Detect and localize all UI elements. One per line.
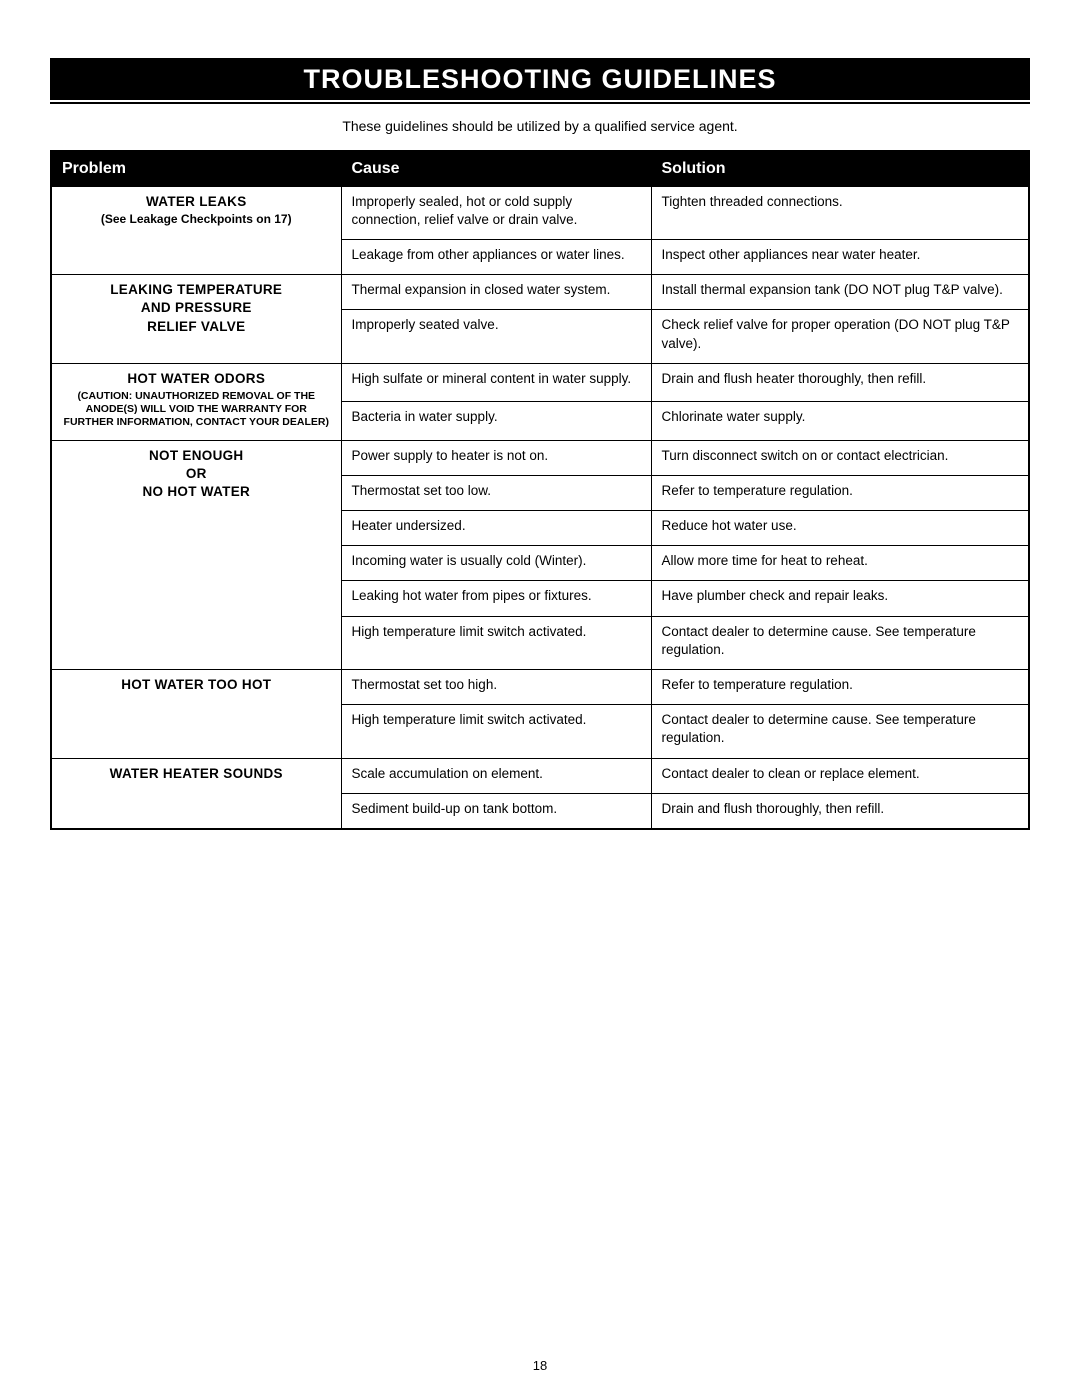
solution-cell: Drain and flush heater thoroughly, then …: [651, 363, 1029, 401]
page-title: TROUBLESHOOTING GUIDELINES: [303, 64, 776, 95]
cause-cell: Improperly seated valve.: [341, 310, 651, 363]
table-row: HOT WATER ODORS (CAUTION: UNAUTHORIZED R…: [51, 363, 1029, 401]
problem-cell: WATER HEATER SOUNDS: [51, 758, 341, 829]
solution-cell: Refer to temperature regulation.: [651, 475, 1029, 510]
col-header-cause: Cause: [341, 151, 651, 186]
solution-cell: Chlorinate water supply.: [651, 402, 1029, 440]
cause-cell: High temperature limit switch activated.: [341, 705, 651, 758]
table-row: WATER HEATER SOUNDS Scale accumulation o…: [51, 758, 1029, 793]
table-row: LEAKING TEMPERATUREAND PRESSURERELIEF VA…: [51, 275, 1029, 310]
table-row: NOT ENOUGHORNO HOT WATER Power supply to…: [51, 440, 1029, 475]
page-subtitle: These guidelines should be utilized by a…: [50, 118, 1030, 134]
problem-subtitle: (See Leakage Checkpoints on 17): [62, 211, 331, 227]
cause-cell: High sulfate or mineral content in water…: [341, 363, 651, 401]
solution-cell: Check relief valve for proper operation …: [651, 310, 1029, 363]
problem-cell: HOT WATER ODORS (CAUTION: UNAUTHORIZED R…: [51, 363, 341, 440]
problem-title: HOT WATER ODORS: [127, 371, 265, 386]
cause-cell: Bacteria in water supply.: [341, 402, 651, 440]
page: TROUBLESHOOTING GUIDELINES These guideli…: [0, 0, 1080, 1397]
cause-cell: Power supply to heater is not on.: [341, 440, 651, 475]
solution-cell: Drain and flush thoroughly, then refill.: [651, 793, 1029, 829]
cause-cell: Leaking hot water from pipes or fixtures…: [341, 581, 651, 616]
col-header-solution: Solution: [651, 151, 1029, 186]
problem-cell: HOT WATER TOO HOT: [51, 670, 341, 759]
solution-cell: Install thermal expansion tank (DO NOT p…: [651, 275, 1029, 310]
problem-title: WATER HEATER SOUNDS: [110, 766, 283, 781]
cause-cell: Scale accumulation on element.: [341, 758, 651, 793]
table-row: WATER LEAKS (See Leakage Checkpoints on …: [51, 186, 1029, 239]
solution-cell: Allow more time for heat to reheat.: [651, 546, 1029, 581]
solution-cell: Contact dealer to clean or replace eleme…: [651, 758, 1029, 793]
solution-cell: Tighten threaded connections.: [651, 186, 1029, 239]
problem-title: LEAKING TEMPERATUREAND PRESSURERELIEF VA…: [110, 282, 282, 333]
solution-cell: Contact dealer to determine cause. See t…: [651, 616, 1029, 669]
cause-cell: Sediment build-up on tank bottom.: [341, 793, 651, 829]
title-underline: [50, 102, 1030, 104]
cause-cell: Improperly sealed, hot or cold supply co…: [341, 186, 651, 239]
cause-cell: Thermostat set too low.: [341, 475, 651, 510]
problem-cell: LEAKING TEMPERATUREAND PRESSURERELIEF VA…: [51, 275, 341, 364]
cause-cell: Incoming water is usually cold (Winter).: [341, 546, 651, 581]
troubleshooting-table: Problem Cause Solution WATER LEAKS (See …: [50, 150, 1030, 830]
title-bar: TROUBLESHOOTING GUIDELINES: [50, 58, 1030, 100]
table-header-row: Problem Cause Solution: [51, 151, 1029, 186]
cause-cell: High temperature limit switch activated.: [341, 616, 651, 669]
cause-cell: Heater undersized.: [341, 510, 651, 545]
page-number: 18: [0, 1358, 1080, 1373]
problem-title: HOT WATER TOO HOT: [121, 677, 271, 692]
problem-cell: WATER LEAKS (See Leakage Checkpoints on …: [51, 186, 341, 275]
solution-cell: Refer to temperature regulation.: [651, 670, 1029, 705]
problem-caution: (CAUTION: UNAUTHORIZED REMOVAL OF THE AN…: [62, 390, 331, 429]
cause-cell: Thermostat set too high.: [341, 670, 651, 705]
solution-cell: Turn disconnect switch on or contact ele…: [651, 440, 1029, 475]
solution-cell: Reduce hot water use.: [651, 510, 1029, 545]
problem-title: WATER LEAKS: [146, 194, 247, 209]
solution-cell: Inspect other appliances near water heat…: [651, 240, 1029, 275]
table-row: HOT WATER TOO HOT Thermostat set too hig…: [51, 670, 1029, 705]
problem-title: NOT ENOUGHORNO HOT WATER: [142, 448, 250, 499]
solution-cell: Contact dealer to determine cause. See t…: [651, 705, 1029, 758]
table-body: WATER LEAKS (See Leakage Checkpoints on …: [51, 186, 1029, 829]
cause-cell: Leakage from other appliances or water l…: [341, 240, 651, 275]
col-header-problem: Problem: [51, 151, 341, 186]
problem-cell: NOT ENOUGHORNO HOT WATER: [51, 440, 341, 670]
cause-cell: Thermal expansion in closed water system…: [341, 275, 651, 310]
solution-cell: Have plumber check and repair leaks.: [651, 581, 1029, 616]
